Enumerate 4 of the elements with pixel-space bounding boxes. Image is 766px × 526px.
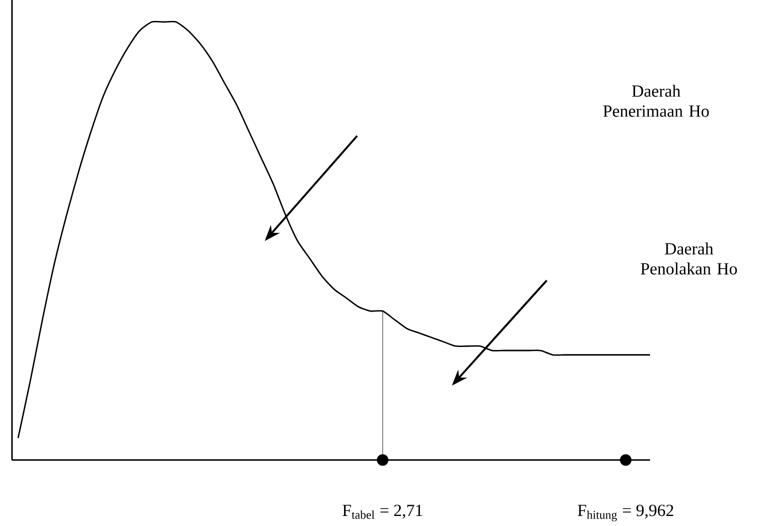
x-tick-label: F$_{tabel}$ = 2,71 — [342, 504, 422, 519]
annotation: Daerah Penolakan Ho — [640, 242, 737, 275]
annotation: Daerah Penerimaan Ho — [603, 84, 709, 117]
x-tick-label: F$_{hitung}$ = 9,962 — [578, 504, 674, 522]
